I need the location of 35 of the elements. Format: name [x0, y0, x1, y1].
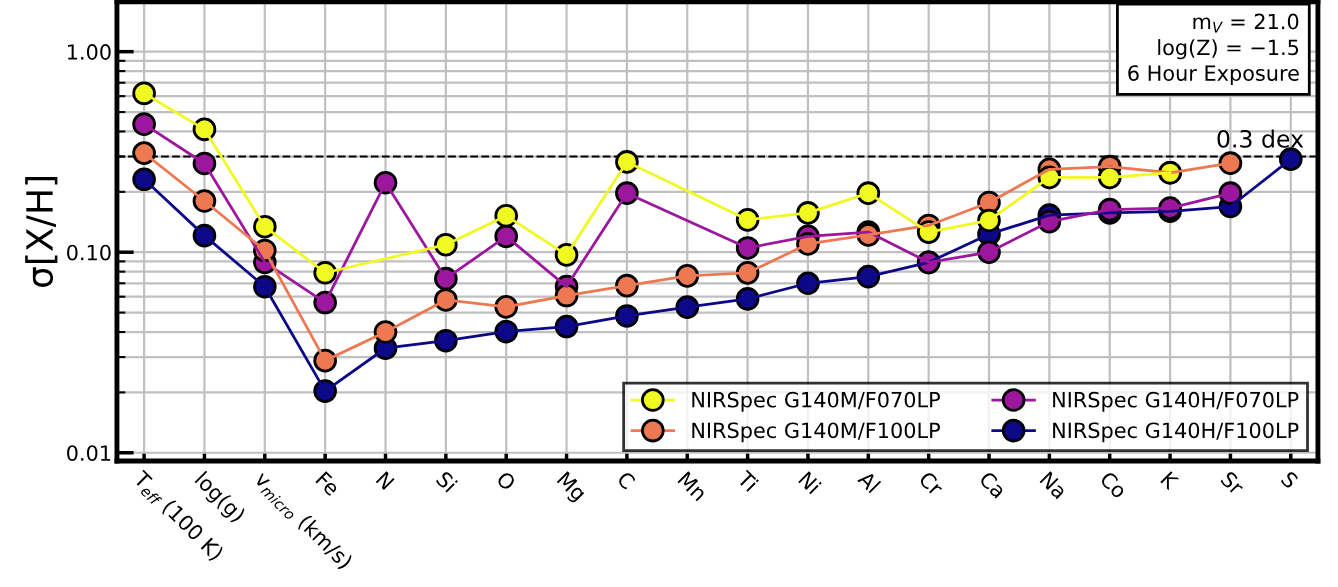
x-tick-label: N [375, 471, 395, 491]
x-tick-label: C [616, 470, 637, 491]
ref-line-label: 0.3 dex [1217, 129, 1304, 148]
x-tick-label: Cr [918, 470, 945, 498]
x-tick-label: Si [435, 470, 458, 493]
x-tick-label: Ti [736, 469, 759, 492]
x-tick-label: Ni [798, 470, 822, 495]
x-tick-label: Ca [978, 470, 1007, 499]
y-tick-label: 1.00 [67, 44, 111, 60]
x-tick-label: O [495, 470, 517, 492]
annotation: 6 Hour Exposure [1128, 65, 1299, 85]
y-tick-label: 0.01 [67, 445, 111, 461]
x-tick-label: Mg [553, 471, 587, 505]
point [132, 112, 156, 136]
x-tick-label: K [1160, 471, 1180, 491]
legend-label: NIRSpec G140M/F100LP [692, 422, 940, 443]
point [132, 167, 156, 192]
point [132, 81, 156, 106]
annotation: log(Z) = −1.5 [1158, 39, 1299, 60]
point [1218, 151, 1243, 175]
x-tick-label: S [1280, 470, 1300, 490]
legend-label: NIRSpec G140H/F100LP [1053, 422, 1299, 443]
x-tick-label: Al [857, 469, 882, 494]
point [1278, 147, 1303, 171]
legend-label: NIRSpec G140H/F070LP [1053, 391, 1299, 412]
x-tick-label: Mn [677, 471, 708, 502]
x-tick-label: Fe [315, 471, 341, 497]
y-axis-title: σ[X/H] [25, 177, 58, 288]
legend-label: NIRSpec G140M/F070LP [692, 391, 940, 412]
y-tick-label: 0.10 [67, 244, 111, 261]
annotation: m$_{V}$ = 21.0 [1193, 13, 1299, 33]
point [132, 141, 156, 165]
x-tick-label: Co [1099, 470, 1128, 500]
x-tick-label: Na [1039, 471, 1068, 500]
x-tick-label: Sr [1219, 470, 1246, 497]
